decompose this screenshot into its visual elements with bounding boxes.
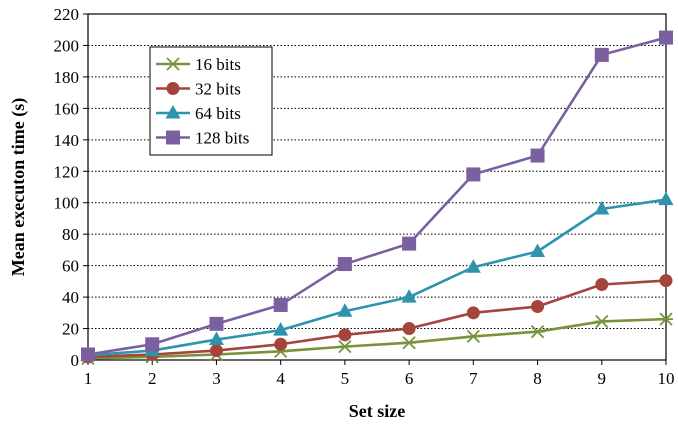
data-point <box>594 314 609 329</box>
y-tick-label: 220 <box>54 5 80 24</box>
y-tick-label: 0 <box>71 351 80 370</box>
legend-marker <box>166 82 180 95</box>
x-tick-label: 6 <box>405 369 414 388</box>
data-point <box>530 325 545 339</box>
y-tick-label: 200 <box>54 36 80 55</box>
series-line <box>87 198 667 357</box>
legend-marker <box>166 130 180 145</box>
data-point <box>531 300 545 314</box>
data-point <box>530 148 545 163</box>
data-point <box>595 278 609 292</box>
y-tick-label: 40 <box>62 288 79 307</box>
data-point <box>273 297 288 312</box>
y-tick-label: 80 <box>62 225 79 244</box>
data-point <box>594 201 610 215</box>
data-point <box>209 344 223 358</box>
legend-label: 16 bits <box>195 55 241 74</box>
x-tick-label: 9 <box>598 369 607 388</box>
x-tick-label: 7 <box>469 369 478 388</box>
x-tick-label: 8 <box>533 369 542 388</box>
data-point <box>402 322 416 336</box>
data-point <box>337 257 352 272</box>
y-tick-labels: 0 20 40 60 80 100 120 140 160 180 200 220 <box>54 5 88 370</box>
data-point <box>530 243 546 257</box>
x-tick-label: 10 <box>658 369 675 388</box>
x-tick-label: 3 <box>212 369 221 388</box>
legend-label: 128 bits <box>195 129 249 148</box>
legend-label: 32 bits <box>195 80 241 99</box>
legend-marker <box>165 105 181 119</box>
data-point <box>659 312 673 326</box>
data-point <box>658 191 674 206</box>
plot-area-frame <box>87 13 667 361</box>
legend-item: 64 bits <box>156 104 241 123</box>
data-point <box>466 167 481 182</box>
legend-item: 32 bits <box>156 80 241 99</box>
legend: 16 bits 32 bits 64 bits 128 bits <box>149 46 273 156</box>
y-tick-label: 20 <box>62 320 79 339</box>
series-line <box>87 36 667 356</box>
y-tick-label: 120 <box>54 162 80 181</box>
data-point <box>401 289 417 303</box>
x-tick-labels: 1 2 3 4 5 6 7 8 9 10 <box>84 360 675 388</box>
x-axis-title: Set size <box>349 401 405 421</box>
data-point <box>208 331 224 346</box>
data-point <box>337 339 352 354</box>
x-tick-label: 1 <box>84 369 93 388</box>
y-tick-label: 100 <box>54 194 80 213</box>
series-layer <box>80 30 674 366</box>
x-tick-label: 4 <box>276 369 285 388</box>
x-tick-label: 2 <box>148 369 157 388</box>
legend-marker <box>166 57 180 71</box>
data-point <box>594 47 609 62</box>
legend-item: 16 bits <box>156 55 241 74</box>
series-32-bits <box>81 274 673 364</box>
data-point <box>402 336 417 350</box>
data-point <box>659 274 673 288</box>
data-point <box>465 259 481 273</box>
data-point <box>274 337 288 351</box>
data-point <box>659 30 673 45</box>
series-line <box>87 279 667 359</box>
data-point <box>145 337 160 352</box>
series-128-bits <box>81 30 673 362</box>
data-point <box>466 329 481 344</box>
data-point <box>337 303 353 317</box>
data-point <box>209 316 224 331</box>
series-line <box>87 317 667 360</box>
series-64-bits <box>80 191 674 361</box>
data-point <box>273 322 289 336</box>
x-tick-label: 5 <box>341 369 350 388</box>
y-axis-title: Mean executon time (s) <box>8 98 29 276</box>
data-point <box>466 306 480 320</box>
y-tick-label: 140 <box>54 131 80 150</box>
legend-item: 128 bits <box>156 129 249 148</box>
data-point <box>81 347 95 362</box>
data-point <box>402 236 417 251</box>
y-tick-label: 180 <box>54 68 80 87</box>
y-tick-label: 60 <box>62 257 79 276</box>
y-tick-label: 160 <box>54 99 80 118</box>
legend-label: 64 bits <box>195 104 241 123</box>
data-point <box>338 328 352 342</box>
